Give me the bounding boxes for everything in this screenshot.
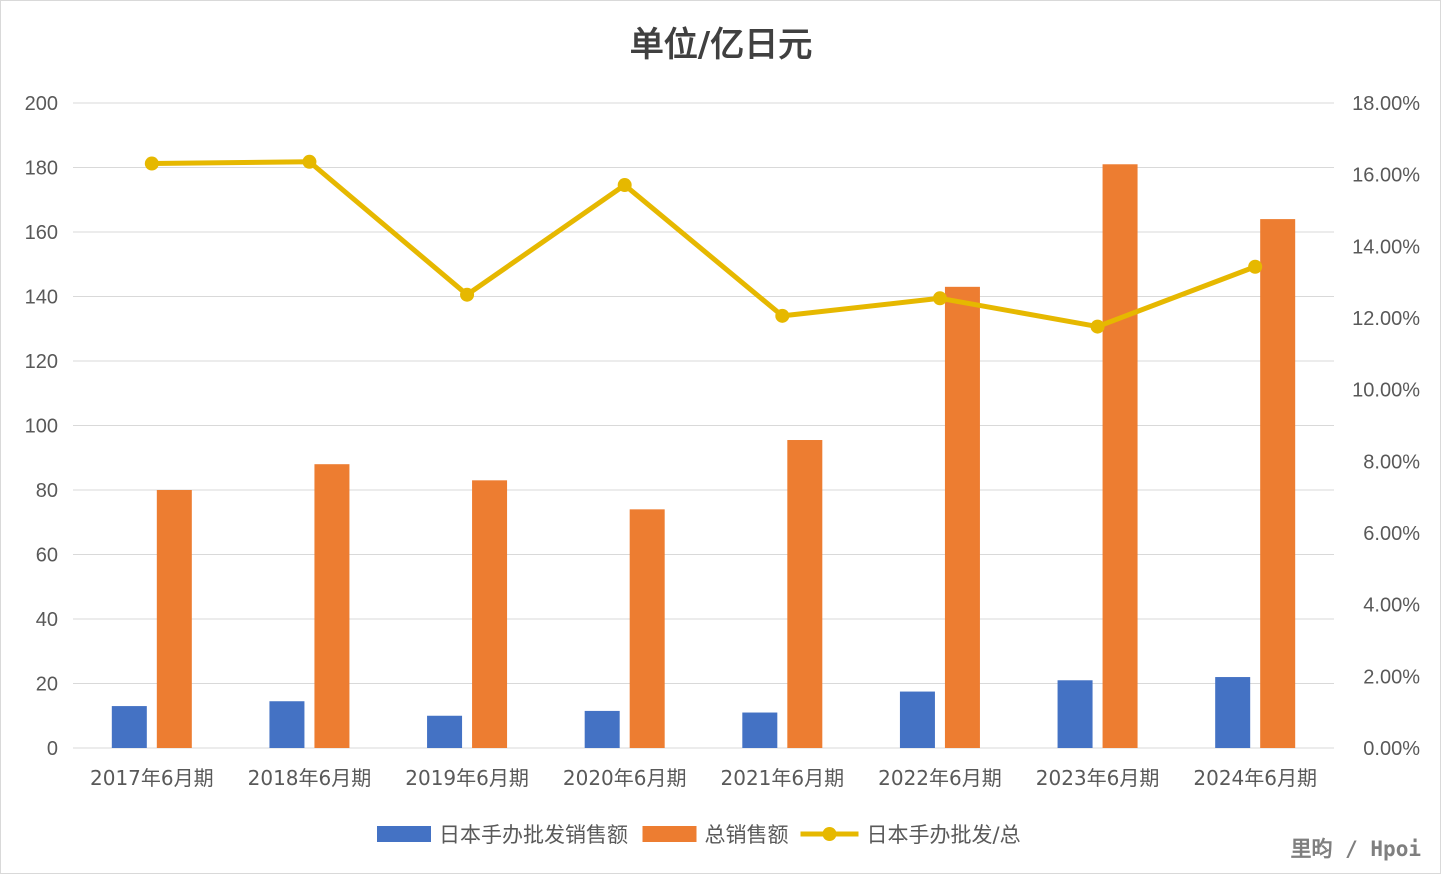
ratio-line (151, 159, 1257, 330)
left-axis-tick-label: 100 (25, 416, 58, 438)
category-label: 2018年6月期 (248, 766, 372, 790)
legend-marker (822, 827, 837, 841)
ratio-point (1248, 259, 1263, 274)
ratio-point (932, 291, 947, 306)
bar-total-sales (1102, 164, 1138, 748)
left-axis-tick-label: 200 (25, 93, 58, 115)
legend-label: 日本手办批发/总 (867, 823, 1021, 847)
left-axis-tick-label: 0 (47, 738, 58, 760)
ratio-point (460, 287, 475, 302)
left-axis-tick-label: 120 (25, 351, 58, 373)
legend-label: 总销售额 (705, 823, 789, 847)
right-axis-tick-label: 8.00% (1363, 451, 1420, 473)
bar-figure-wholesale (111, 706, 147, 748)
ratio-point (775, 308, 790, 323)
bar-figure-wholesale (427, 715, 463, 748)
right-axis-tick-label: 4.00% (1363, 595, 1420, 617)
bar-figure-wholesale (899, 691, 935, 748)
bar-figure-wholesale (1057, 680, 1093, 748)
category-label: 2019年6月期 (405, 766, 529, 790)
bar-total-sales (1260, 219, 1296, 749)
category-label: 2022年6月期 (878, 766, 1002, 790)
bar-total-sales (629, 509, 665, 748)
left-axis-tick-label: 180 (25, 158, 58, 180)
bar-total-sales (472, 480, 508, 748)
category-label: 2017年6月期 (90, 766, 214, 790)
left-axis-tick-label: 60 (36, 545, 58, 567)
left-axis-tick-label: 40 (36, 609, 58, 631)
bar-total-sales (787, 440, 823, 748)
legend-swatch (642, 826, 697, 842)
right-axis-tick-label: 6.00% (1363, 523, 1420, 545)
bar-total-sales (156, 490, 192, 748)
bar-figure-wholesale (742, 712, 778, 748)
category-label: 2021年6月期 (721, 766, 845, 790)
ratio-point (1090, 319, 1105, 334)
right-axis-tick-label: 10.00% (1352, 380, 1420, 402)
category-label: 2020年6月期 (563, 766, 687, 790)
legend-label: 日本手办批发销售额 (439, 823, 628, 847)
right-axis-tick-label: 2.00% (1363, 666, 1420, 688)
bar-total-sales (314, 464, 350, 748)
bar-figure-wholesale (1215, 677, 1251, 748)
category-label: 2023年6月期 (1036, 766, 1160, 790)
bar-figure-wholesale (269, 701, 305, 748)
left-axis-tick-label: 20 (36, 674, 58, 696)
ratio-point (144, 156, 159, 171)
right-axis-tick-label: 0.00% (1363, 738, 1420, 760)
watermark: 里昀 / Hpoi (1290, 837, 1421, 861)
right-axis-tick-label: 14.00% (1352, 236, 1420, 258)
ratio-point (302, 154, 317, 169)
bar-figure-wholesale (584, 710, 620, 748)
left-axis-tick-label: 80 (36, 480, 58, 502)
category-label: 2024年6月期 (1193, 766, 1317, 790)
right-axis-tick-label: 18.00% (1352, 93, 1420, 115)
left-axis-tick-label: 140 (25, 287, 58, 309)
chart-title: 单位/亿日元 (630, 25, 812, 65)
right-axis-tick-label: 16.00% (1352, 165, 1420, 187)
right-axis-tick-label: 12.00% (1352, 308, 1420, 330)
legend-swatch (377, 826, 431, 842)
bar-total-sales (944, 286, 980, 748)
ratio-point (617, 178, 632, 193)
left-axis-tick-label: 160 (25, 222, 58, 244)
